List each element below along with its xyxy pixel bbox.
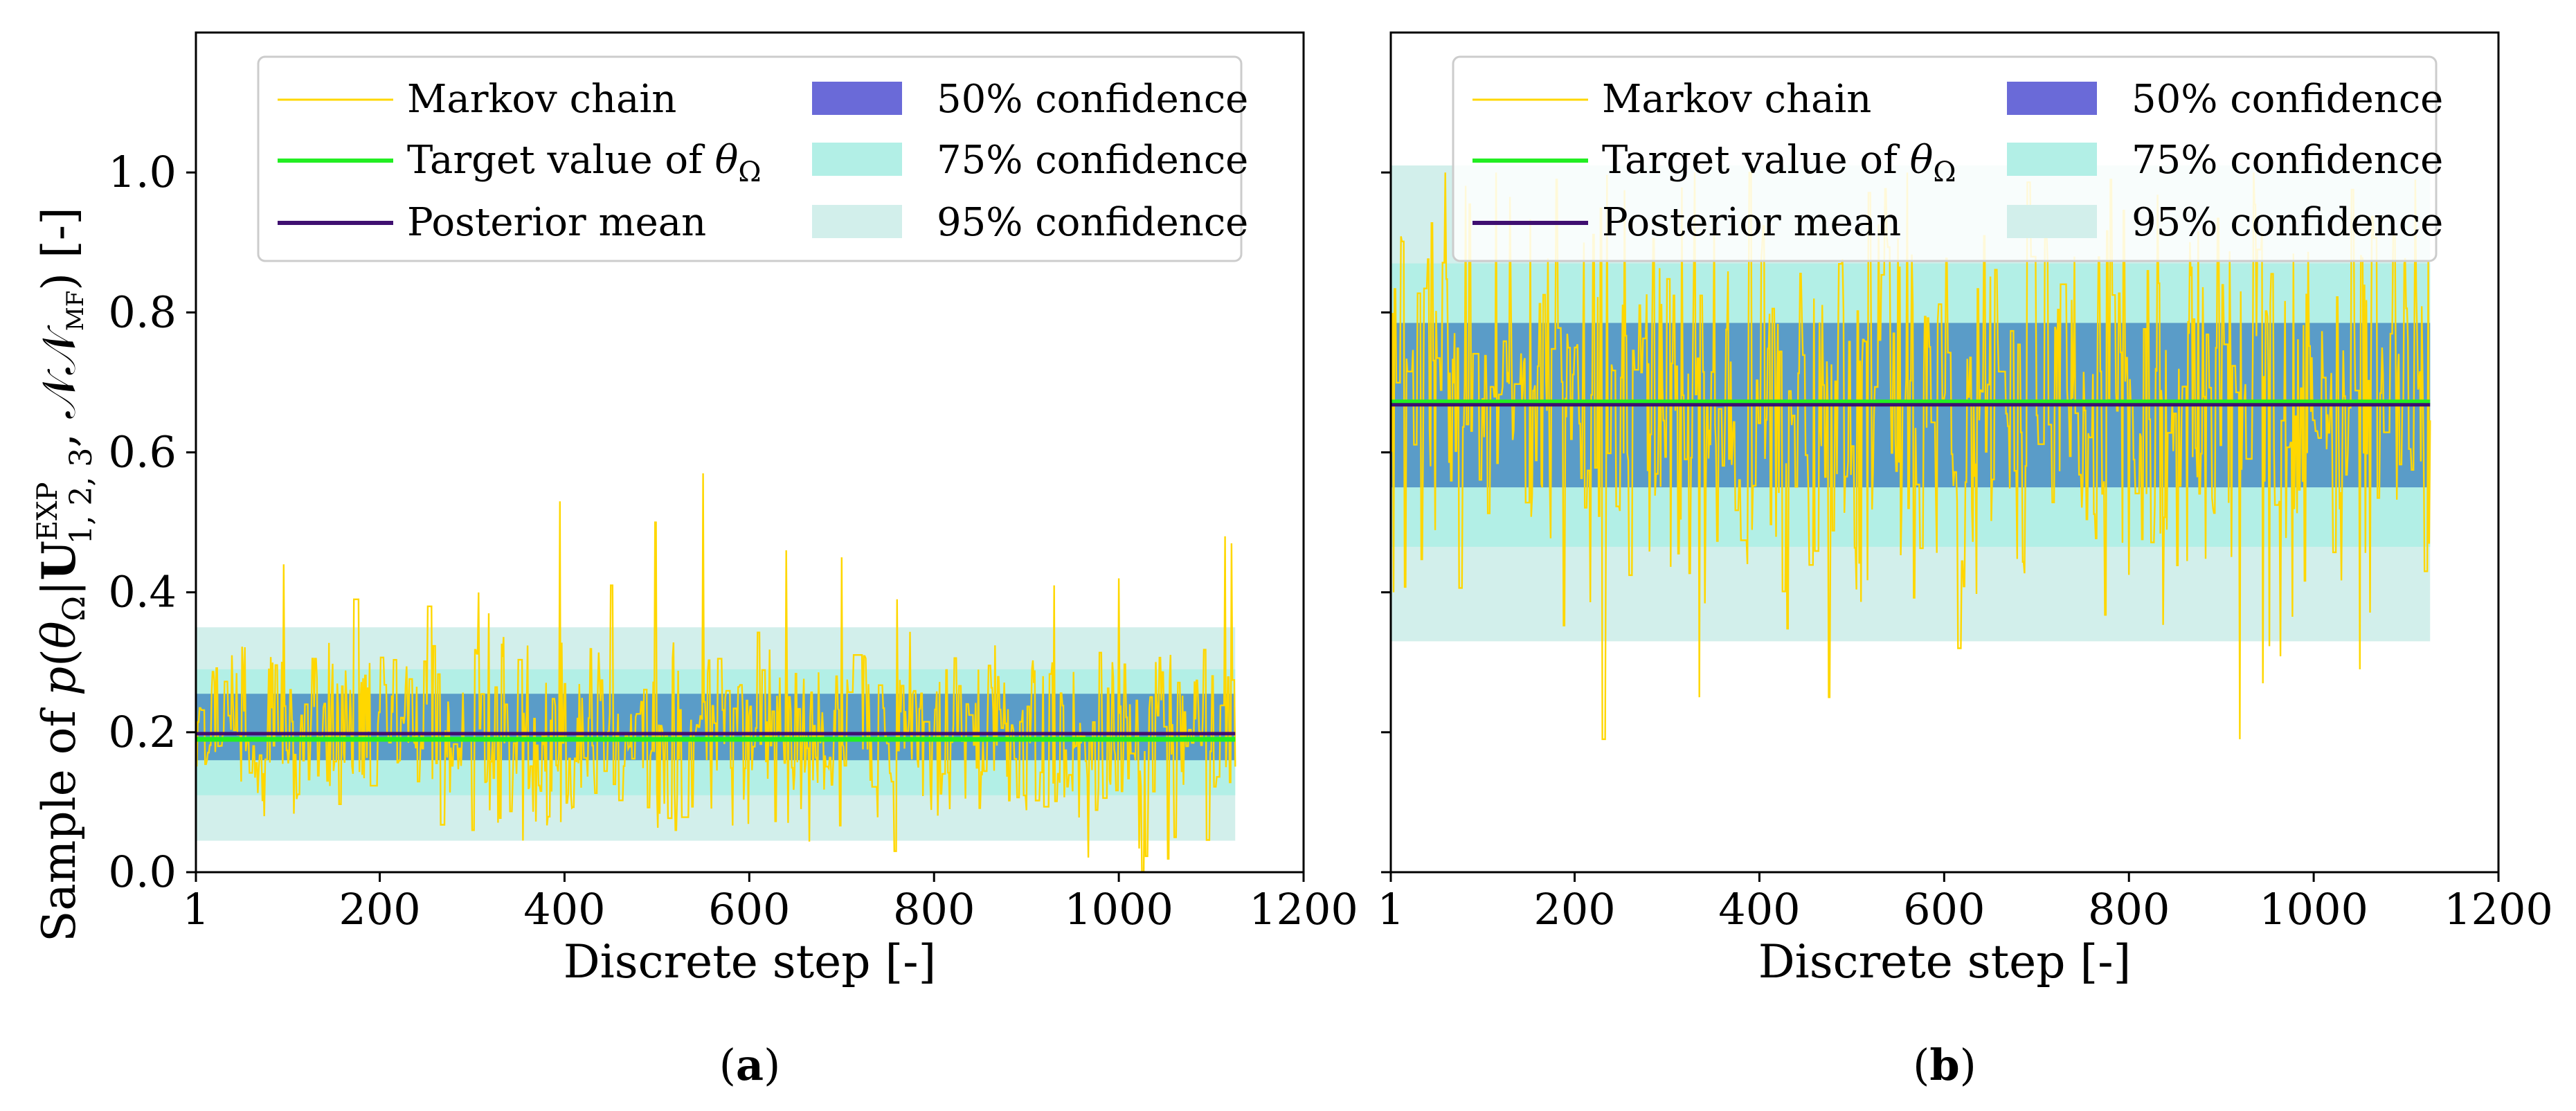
x-axis-title: Discrete step [-] [1758, 935, 2132, 988]
legend-target-theta: θ [715, 138, 739, 183]
legend-target-label: Target value of θΩ [1602, 138, 1956, 188]
markov-chain-line [1391, 171, 2431, 741]
legend-box [257, 55, 1243, 262]
y-tick-label: 0.0 [108, 847, 177, 897]
x-tick-label: 600 [708, 884, 790, 934]
legend-ci50-patch [2007, 82, 2097, 115]
y-tick-label: 1.0 [108, 147, 177, 197]
x-tick-label: 1000 [2259, 884, 2368, 934]
legend-ci75-label: 75% confidence [937, 138, 1248, 183]
legend-ci50-patch [812, 82, 902, 115]
legend-ci50-label: 50% confidence [2132, 77, 2443, 122]
x-axis-title: Discrete step [-] [564, 935, 937, 988]
x-tick-label: 1200 [1249, 884, 1358, 934]
x-tick-label: 1 [1377, 884, 1404, 934]
x-tick-label: 200 [339, 884, 420, 934]
x-tick-label: 400 [523, 884, 605, 934]
x-tick-label: 1 [182, 884, 209, 934]
y-tick-label: 0.2 [108, 707, 177, 757]
legend-chain-label: Markov chain [1602, 77, 1871, 122]
panel-label-open: ( [1913, 1040, 1929, 1090]
panel-label: (b) [1913, 1040, 1976, 1090]
legend-target-prefix: Target value of [407, 138, 715, 183]
legend-ci95-patch [812, 205, 902, 238]
panel-label-close: ) [1960, 1040, 1976, 1090]
panel-a: 1 200 400 600 800 1000 12000.00.20.40.60.81.0D… [108, 31, 1358, 1090]
legend-chain-label: Markov chain [407, 77, 676, 122]
y-tick-label: 0.8 [108, 287, 177, 337]
legend-target-label: Target value of θΩ [407, 138, 762, 188]
legend-target-prefix: Target value of [1602, 138, 1910, 183]
markov-chain-line [196, 473, 1236, 874]
legend-target-omega: Ω [1933, 156, 1956, 188]
legend-target-omega: Ω [738, 156, 761, 188]
x-tick-label: 400 [1718, 884, 1800, 934]
panel-label-letter: b [1929, 1040, 1959, 1090]
legend-ci75-patch [812, 143, 902, 176]
y-tick-label: 0.6 [108, 427, 177, 478]
panel-label-letter: a [736, 1040, 764, 1090]
x-tick-label: 800 [893, 884, 975, 934]
panel-label-open: ( [719, 1040, 736, 1090]
legend-ci95-label: 95% confidence [2132, 200, 2443, 245]
legend-ci50-label: 50% confidence [937, 77, 1248, 122]
legend-ci75-label: 75% confidence [2132, 138, 2443, 183]
x-tick-label: 1000 [1064, 884, 1173, 934]
legend-ci75-patch [2007, 143, 2097, 176]
x-tick-label: 800 [2088, 884, 2170, 934]
legend-ci95-label: 95% confidence [937, 200, 1248, 245]
legend-mean-label: Posterior mean [407, 200, 706, 245]
panel-label: (a) [719, 1040, 781, 1090]
x-tick-label: 600 [1903, 884, 1985, 934]
legend-target-theta: θ [1910, 138, 1934, 183]
x-tick-label: 1200 [2444, 884, 2553, 934]
x-tick-label: 200 [1533, 884, 1615, 934]
legend-ci95-patch [2007, 205, 2097, 238]
y-axis-title: Sample of p(θΩ|UEXP1, 2, 3, 𝒩𝒩MF) [-] [32, 207, 99, 942]
legend-mean-label: Posterior mean [1602, 200, 1901, 245]
legend-box [1452, 55, 2438, 262]
y-tick-label: 0.4 [108, 567, 177, 617]
panel-label-close: ) [764, 1040, 780, 1090]
